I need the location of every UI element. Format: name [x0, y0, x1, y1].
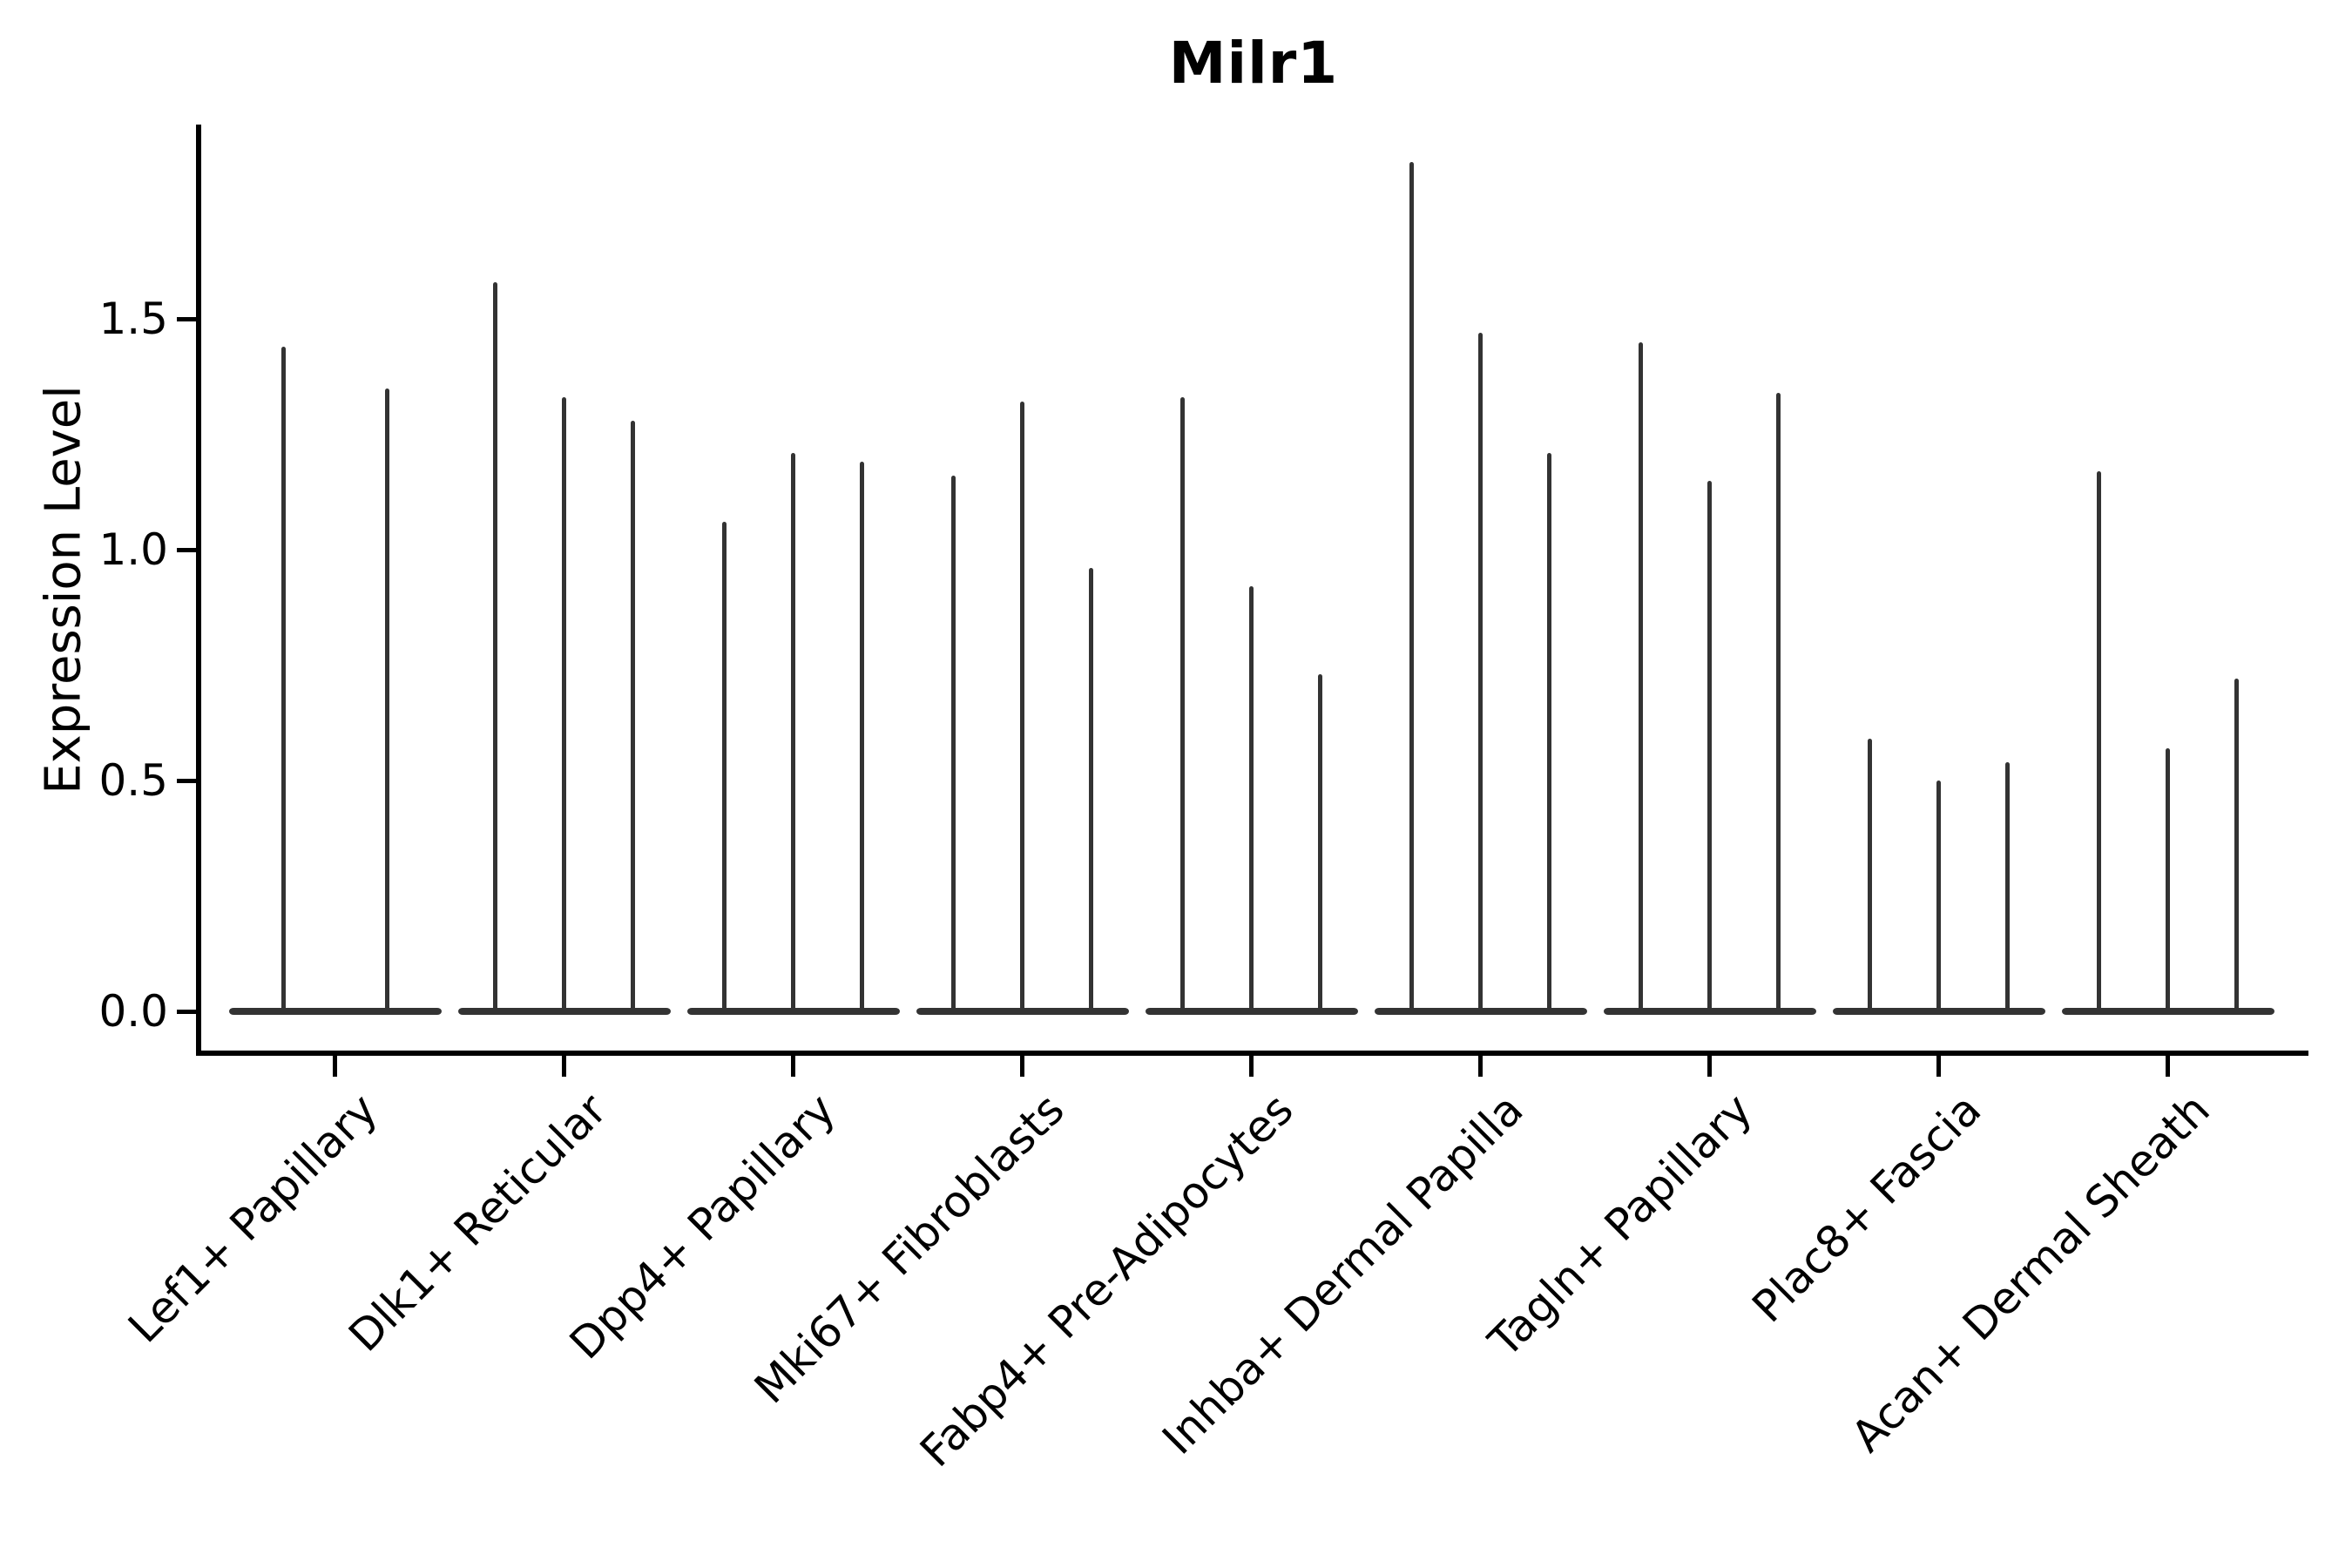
violin-spike — [631, 420, 636, 1011]
y-tick-mark — [177, 778, 199, 783]
x-tick-mark — [562, 1053, 566, 1077]
violin-baseline-bar — [457, 1008, 671, 1015]
violin-spike — [1318, 674, 1323, 1011]
violin-spike — [1547, 452, 1552, 1011]
violin-spike — [384, 388, 389, 1011]
violin-spike — [1638, 341, 1643, 1011]
violin-spike — [721, 522, 727, 1011]
x-tick-mark — [2166, 1053, 2170, 1077]
violin-spike — [1936, 781, 1941, 1011]
violin-spike — [1409, 161, 1414, 1011]
x-tick-mark — [1936, 1053, 1941, 1077]
violin-baseline-bar — [2061, 1008, 2274, 1015]
y-tick-label: 0.0 — [98, 986, 168, 1037]
x-tick-label: Plac8+ Fascia — [1742, 1084, 1991, 1333]
y-tick-mark — [177, 316, 199, 321]
violin-spike — [1089, 568, 1094, 1011]
violin-spike — [1867, 739, 1872, 1011]
violin-baseline-bar — [1145, 1008, 1358, 1015]
y-tick-mark — [177, 1009, 199, 1014]
violin-spike — [1020, 402, 1024, 1011]
violin-spike — [2166, 747, 2170, 1011]
x-tick-mark — [1478, 1053, 1483, 1077]
violin-baseline-bar — [1832, 1008, 2045, 1015]
violin-spike — [1179, 397, 1185, 1011]
x-tick-mark — [1020, 1053, 1024, 1077]
violin-baseline-bar — [228, 1008, 442, 1015]
violin-spike — [950, 476, 956, 1011]
violin-baseline-bar — [1374, 1008, 1587, 1015]
plot-title: Milr1 — [1168, 30, 1339, 97]
violin-spike — [562, 397, 566, 1011]
violin-spike — [1478, 332, 1483, 1011]
y-axis-label: Expression Level — [35, 385, 92, 794]
violin-baseline-bar — [1603, 1008, 1816, 1015]
x-tick-mark — [1249, 1053, 1254, 1077]
y-tick-label: 1.5 — [98, 294, 168, 344]
violin-spike — [280, 346, 286, 1011]
violin-spike — [2096, 470, 2101, 1011]
x-tick-label: Lef1+ Papillary — [118, 1084, 388, 1353]
violin-spike — [2005, 761, 2011, 1011]
violin-spike — [791, 452, 795, 1011]
violin-spike — [1776, 392, 1781, 1011]
y-axis-spine — [196, 125, 201, 1056]
violin-spike — [860, 462, 865, 1011]
y-tick-label: 0.5 — [98, 755, 168, 806]
x-tick-label: Fabp4+ Pre-Adipocytes — [910, 1084, 1304, 1477]
violin-spike — [492, 281, 497, 1011]
x-tick-mark — [791, 1053, 795, 1077]
violin-spike — [1249, 586, 1254, 1011]
y-tick-mark — [177, 547, 199, 552]
x-tick-mark — [333, 1053, 337, 1077]
violin-spike — [1707, 480, 1712, 1011]
violin-baseline-bar — [686, 1008, 900, 1015]
violin-spike — [2234, 679, 2240, 1011]
y-tick-label: 1.0 — [98, 524, 168, 575]
violin-baseline-bar — [916, 1008, 1129, 1015]
x-tick-mark — [1707, 1053, 1712, 1077]
